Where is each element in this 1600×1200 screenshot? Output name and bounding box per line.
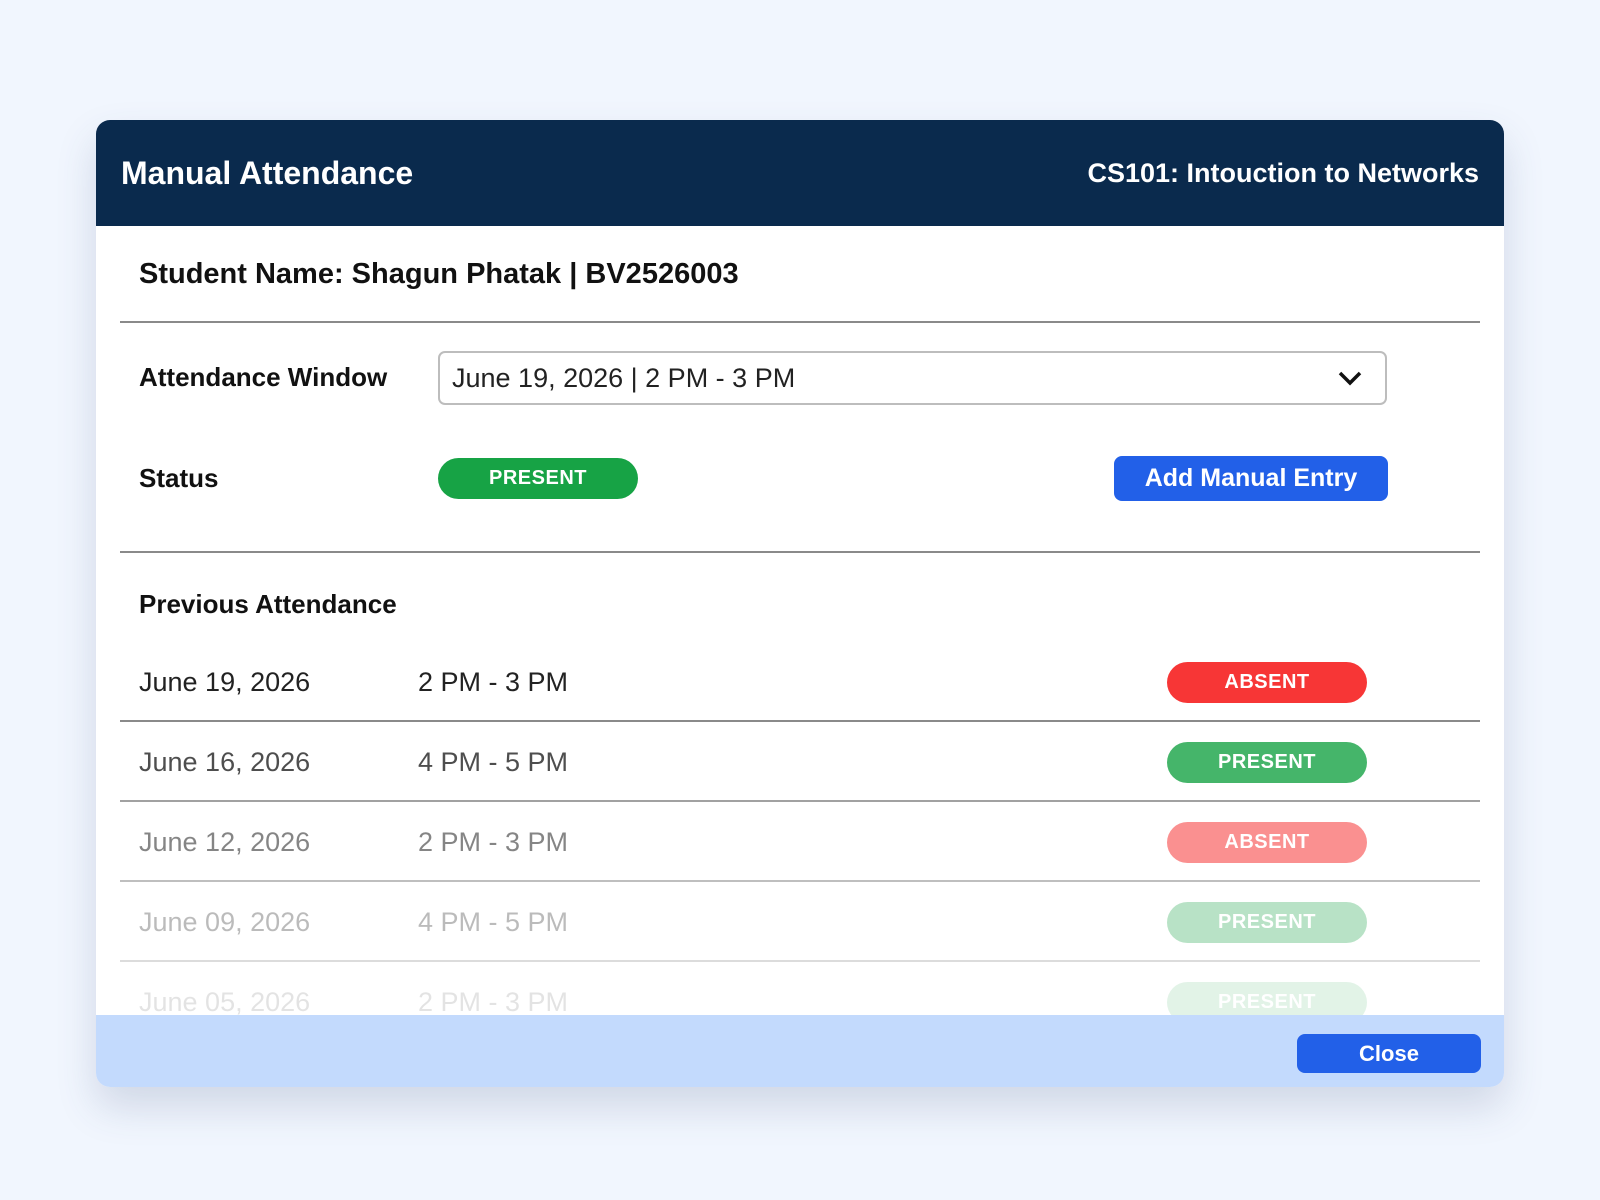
row-divider <box>120 960 1480 962</box>
window-value: June 19, 2026 | 2 PM - 3 PM <box>452 362 796 393</box>
row-date: June 05, 2026 <box>139 986 311 1017</box>
row-divider <box>120 800 1480 802</box>
modal-footer: Close <box>96 1015 1504 1087</box>
history-title: Previous Attendance <box>139 588 397 619</box>
row-time: 2 PM - 3 PM <box>418 826 569 857</box>
window-label: Attendance Window <box>139 361 388 392</box>
course-name: CS101: Intouction to Networks <box>1087 157 1479 188</box>
dropdown-icon <box>1338 371 1362 386</box>
status-label: Status <box>139 462 219 493</box>
history-list: June 19, 2026 2 PM - 3 PM ABSENT June 16, 2… <box>96 640 1504 1020</box>
row-time: 2 PM - 3 PM <box>418 986 569 1017</box>
row-divider <box>120 720 1480 722</box>
divider <box>120 321 1480 323</box>
row-status: ABSENT <box>1167 662 1367 703</box>
row-time: 4 PM - 5 PM <box>418 906 569 937</box>
row-time: 2 PM - 3 PM <box>418 666 569 697</box>
modal-header: Manual Attendance CS101: Intouction to N… <box>96 120 1504 226</box>
row-divider <box>120 880 1480 882</box>
status-pill: PRESENT <box>438 458 638 499</box>
row-status: PRESENT <box>1167 902 1367 943</box>
row-date: June 09, 2026 <box>139 906 311 937</box>
row-status: ABSENT <box>1167 822 1367 863</box>
modal: Manual Attendance CS101: Intouction to N… <box>96 120 1504 1087</box>
row-status: PRESENT <box>1167 742 1367 783</box>
divider <box>120 551 1480 553</box>
window-select[interactable]: June 19, 2026 | 2 PM - 3 PM <box>438 351 1387 405</box>
add-entry-button[interactable]: Add Manual Entry <box>1114 456 1388 501</box>
row-date: June 12, 2026 <box>139 826 311 857</box>
row-status: PRESENT <box>1167 982 1367 1020</box>
row-date: June 19, 2026 <box>139 666 311 697</box>
modal-title: Manual Attendance <box>121 154 414 191</box>
student-name: Student Name: Shagun Phatak | BV2526003 <box>139 257 739 290</box>
row-date: June 16, 2026 <box>139 746 311 777</box>
close-button[interactable]: Close <box>1297 1034 1481 1073</box>
row-time: 4 PM - 5 PM <box>418 746 569 777</box>
